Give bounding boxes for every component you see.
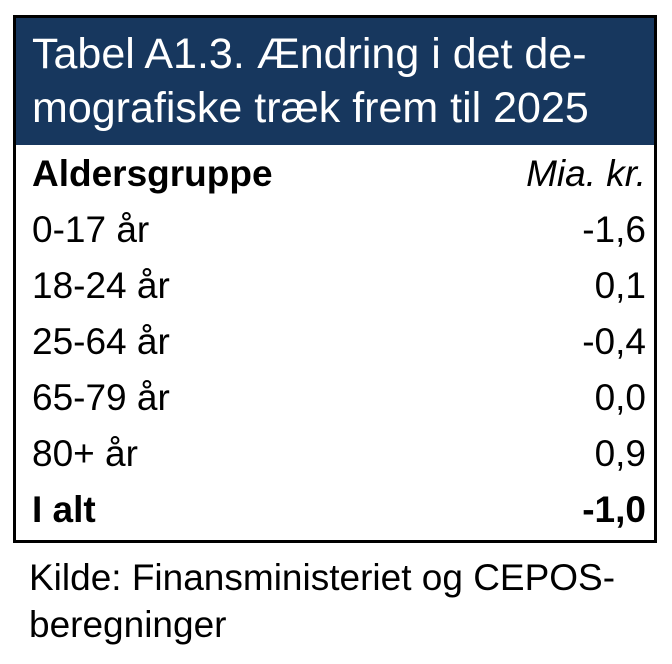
row-value: -0,4 (582, 321, 646, 362)
row-value: -1,6 (582, 209, 646, 250)
table-row: 80+ år 0,9 (16, 426, 654, 482)
table-row: 18-24 år 0,1 (16, 258, 654, 314)
table-title: Tabel A1.3. Ændring i det de- mografiske… (16, 18, 654, 145)
table-title-line-1: Tabel A1.3. Ændring i det de- (32, 30, 587, 78)
column-header-aldersgruppe: Aldersgruppe (32, 153, 273, 194)
row-value: 0,9 (594, 433, 646, 474)
table-header-row: Aldersgruppe Mia. kr. (16, 146, 654, 202)
row-label: I alt (32, 489, 96, 530)
source-note: Kilde: Finansministeriet og CEPOS-beregn… (29, 557, 616, 645)
row-label: 0-17 år (32, 209, 150, 250)
row-label: 80+ år (32, 433, 138, 474)
table-body: Aldersgruppe Mia. kr. 0-17 år -1,6 18-24… (16, 145, 654, 540)
table-row: 65-79 år 0,0 (16, 370, 654, 426)
table-row: 25-64 år -0,4 (16, 314, 654, 370)
row-value: -1,0 (582, 489, 646, 530)
row-label: 18-24 år (32, 265, 170, 306)
table-row: 0-17 år -1,6 (16, 202, 654, 258)
row-label: 65-79 år (32, 377, 170, 418)
table-title-line-2: mografiske træk frem til 2025 (32, 84, 589, 132)
table-row-total: I alt -1,0 (16, 482, 654, 538)
row-label: 25-64 år (32, 321, 170, 362)
row-value: 0,0 (594, 377, 646, 418)
column-header-unit: Mia. kr. (526, 153, 646, 194)
row-value: 0,1 (594, 265, 646, 306)
table-a1-3: Tabel A1.3. Ændring i det de- mografiske… (13, 15, 657, 543)
